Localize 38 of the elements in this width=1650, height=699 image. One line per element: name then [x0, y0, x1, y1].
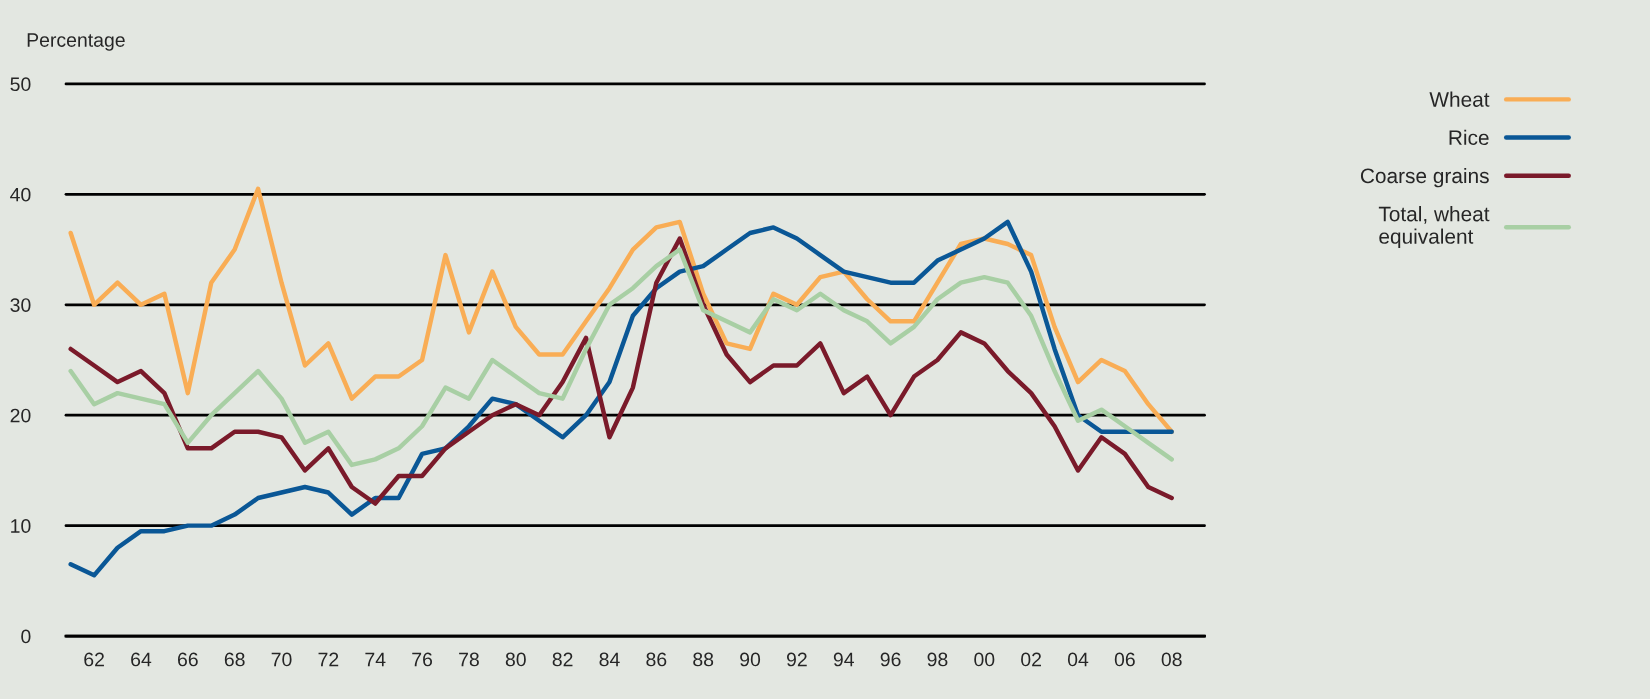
y-tick-label: 40: [10, 187, 31, 202]
line-series: [68, 247, 1174, 468]
x-tick-label: 80: [505, 652, 526, 667]
x-tick-label: 70: [271, 652, 292, 667]
line-series: [68, 236, 1174, 506]
y-tick-label: 50: [10, 77, 31, 92]
x-tick-label: 84: [599, 652, 620, 667]
x-tick-label: 06: [1114, 652, 1135, 667]
y-axis-title: Percentage: [27, 33, 125, 51]
x-tick-label: 72: [318, 652, 339, 667]
x-tick-label: 76: [412, 652, 433, 667]
y-tick-label: 10: [11, 519, 31, 533]
x-tick-label: 86: [646, 652, 667, 667]
y-tick-label: 30: [10, 298, 31, 312]
x-tick-label: 94: [833, 652, 854, 667]
x-tick-label: 74: [365, 652, 386, 667]
x-tick-label: 90: [740, 652, 761, 667]
x-tick-label: 02: [1021, 652, 1041, 667]
x-tick-label: 64: [131, 652, 152, 667]
x-tick-label: 00: [974, 652, 995, 667]
x-tick-label: 98: [927, 652, 948, 667]
legend-label: Wheat: [1429, 91, 1490, 107]
x-tick-label: 62: [84, 652, 104, 667]
legend-label: Total, wheat equivalent: [1378, 206, 1490, 248]
line-series: [68, 219, 1174, 578]
y-tick-label: 0: [21, 629, 31, 644]
x-tick-label: 08: [1161, 652, 1182, 667]
legend-label: Rice: [1449, 129, 1489, 146]
x-tick-label: 88: [693, 652, 714, 667]
x-tick-label: 04: [1067, 652, 1089, 667]
x-tick-label: 92: [786, 652, 807, 667]
legend-label: Coarse grains: [1360, 167, 1489, 188]
x-tick-label: 68: [224, 652, 245, 667]
x-tick-label: 78: [459, 652, 479, 667]
x-tick-label: 82: [552, 652, 573, 667]
x-tick-label: 96: [880, 652, 901, 667]
y-tick-label: 20: [10, 408, 31, 423]
x-tick-label: 66: [177, 652, 198, 667]
